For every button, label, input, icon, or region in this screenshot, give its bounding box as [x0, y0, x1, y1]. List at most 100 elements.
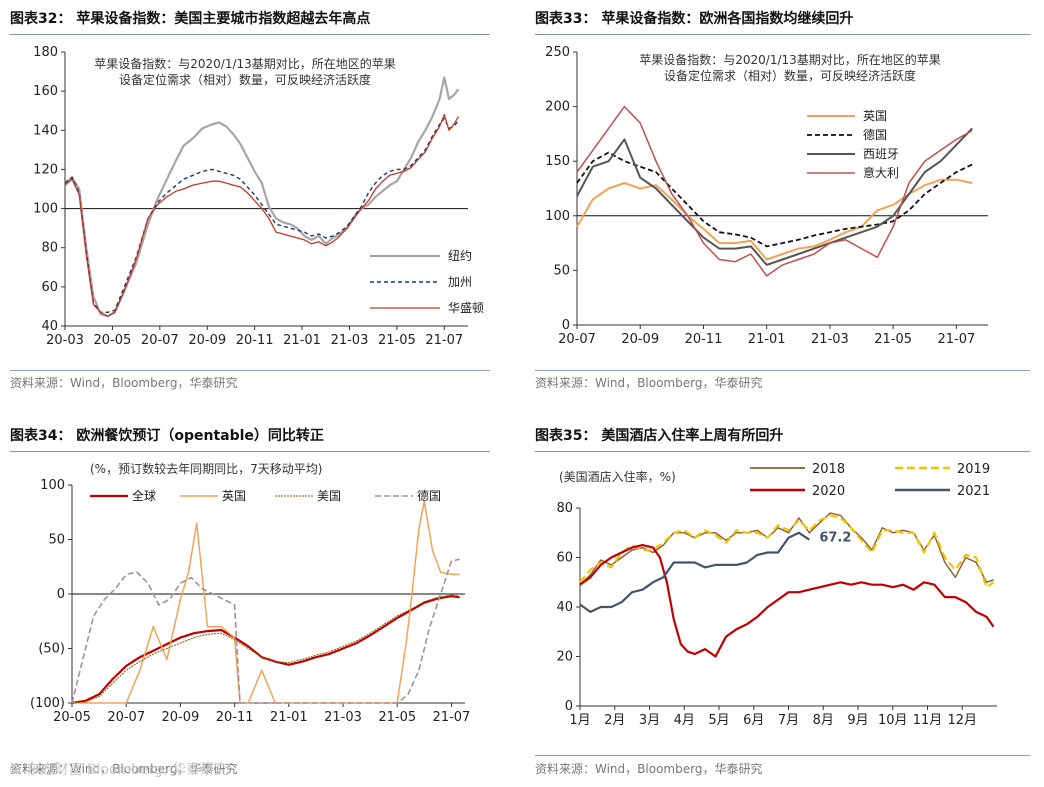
legend-label-意大利: 意大利: [863, 165, 899, 180]
y-tick-label: 120: [33, 162, 58, 177]
x-tick-label: 21-01: [748, 332, 786, 347]
legend-label-加州: 加州: [448, 275, 472, 289]
chart-note: 苹果设备指数：与2020/1/13基期对比，所在地区的苹果设备定位需求（相对）数…: [639, 52, 941, 83]
source-rule: [10, 370, 490, 371]
x-tick-label: 20-11: [685, 332, 723, 347]
series-line-华盛顿: [64, 113, 460, 317]
panel-us-hotel-occupancy: 图表35： 美国酒店入住率上周有所回升 0 20 40 60 80 1月 2月 3月 4月 5月 6…: [535, 425, 1030, 780]
x-tick-label: 5月: [708, 713, 729, 728]
chart-note: 苹果设备指数：与2020/1/13基期对比，所在地区的苹果设备定位需求（相对）数…: [94, 56, 396, 87]
y-tick-label: 60: [41, 280, 58, 295]
x-tick-label: 21-03: [324, 710, 362, 725]
x-tick-label: 7月: [778, 713, 799, 728]
legend-label-英国: 英国: [222, 489, 246, 503]
title-rule: [535, 451, 1030, 452]
x-tick-label: 20-09: [621, 332, 659, 347]
y-tick-label: 40: [556, 600, 573, 615]
y-tick-label: 40: [41, 319, 58, 334]
x-tick-label: 20-09: [162, 710, 200, 725]
x-tick-label: 11月: [913, 713, 943, 728]
x-tick-label: 21-07: [425, 333, 463, 348]
watermark: © 东方财富 Bloomberg, 华泰研究: [8, 762, 228, 778]
y-tick-label: 80: [41, 241, 58, 256]
chart-note: (%，预订数较去年同期同比，7天移动平均): [90, 461, 322, 476]
x-tick-label: 20-09: [188, 333, 226, 348]
chart-note: (美国酒店入住率，%): [559, 469, 676, 484]
panel-europe-opentable: 图表34： 欧洲餐饮预订（opentable）同比转正 (100) (50) 0 50…: [10, 425, 490, 780]
legend-label-华盛顿: 华盛顿: [448, 300, 484, 315]
title-rule: [535, 34, 1030, 35]
chart-us-hotel-occupancy: 0 20 40 60 80 1月 2月 3月 4月 5月 6月 7月 8月 9月 10月 11月 12月 (美国酒…: [556, 462, 997, 728]
x-tick-label: 20-07: [558, 332, 596, 347]
x-tick-label: 20-05: [94, 333, 132, 348]
legend-label-德国: 德国: [863, 127, 887, 142]
series-line-德国: [71, 558, 460, 704]
y-tick-label: 50: [553, 263, 570, 278]
y-tick-label: 180: [33, 45, 58, 60]
source-note: 资料来源：Wind，Bloomberg，华泰研究: [10, 376, 238, 390]
x-tick-label: 21-07: [433, 710, 471, 725]
series-line-加州: [64, 117, 460, 313]
series-line-纽约: [64, 76, 460, 318]
series-line-2019: [579, 514, 995, 589]
x-tick-label: 21-03: [331, 333, 369, 348]
panel-title: 图表33： 苹果设备指数：欧洲各国指数均继续回升: [535, 11, 854, 27]
y-tick-label: 140: [33, 123, 58, 138]
series-line-2020: [579, 543, 995, 658]
y-tick-label: 0: [562, 318, 570, 333]
legend-label-美国: 美国: [317, 489, 341, 503]
chart-us-apple-mobility: 40 60 80 100 120 140 160 180 20-03 20-05 20-07 20-0…: [33, 45, 484, 348]
series-line-2021: [579, 531, 810, 613]
x-tick-label: 2月: [604, 713, 625, 728]
series-line-意大利: [576, 105, 973, 277]
panel-title: 图表32： 苹果设备指数：美国主要城市指数超越去年高点: [10, 11, 371, 27]
source-note: 资料来源：Wind，Bloomberg，华泰研究: [535, 376, 763, 390]
x-tick-label: 3月: [639, 713, 660, 728]
source-note: 资料来源：Wind，Bloomberg，华泰研究: [535, 762, 763, 776]
y-tick-label: (100): [30, 696, 65, 711]
series-line-全球: [71, 595, 460, 705]
legend-label-纽约: 纽约: [448, 248, 472, 263]
x-tick-label: 20-03: [46, 333, 84, 348]
y-tick-label: 250: [545, 45, 570, 60]
x-tick-label: 12月: [947, 713, 977, 728]
chart-europe-apple-mobility: 0 50 100 150 200 250 20-07 20-09 20-11 21-01 21-03…: [545, 45, 988, 347]
x-tick-label: 8月: [813, 713, 834, 728]
x-tick-label: 21-01: [283, 333, 321, 348]
panel-title: 图表35： 美国酒店入住率上周有所回升: [535, 428, 784, 444]
legend-label-英国: 英国: [863, 109, 887, 123]
title-rule: [10, 451, 490, 452]
y-tick-label: 200: [545, 100, 570, 115]
y-tick-label: 100: [40, 478, 65, 493]
x-tick-label: 21-05: [874, 332, 912, 347]
x-tick-label: 20-07: [141, 333, 179, 348]
legend-label-2018: 2018: [812, 462, 845, 477]
chart-europe-opentable: (100) (50) 0 50 100 20-05 20-07 20-09 20-11 21-01…: [30, 461, 471, 725]
x-tick-label: 4月: [674, 713, 695, 728]
y-tick-label: 100: [33, 202, 58, 217]
source-note: 资料来源：Wind，Bloomberg，华泰研究: [10, 762, 238, 776]
x-tick-label: 9月: [847, 713, 868, 728]
legend-label-西班牙: 西班牙: [863, 147, 899, 161]
y-tick-label: 100: [545, 209, 570, 224]
series-line-美国: [71, 594, 460, 704]
x-tick-label: 20-07: [107, 710, 145, 725]
series-line-英国: [576, 178, 973, 261]
series-line-德国: [576, 151, 973, 248]
y-tick-label: 60: [556, 551, 573, 566]
legend-label-2020: 2020: [812, 484, 845, 499]
series-line-西班牙: [576, 127, 973, 266]
panel-title: 图表34： 欧洲餐饮预订（opentable）同比转正: [10, 428, 324, 444]
source-rule: [535, 370, 1030, 371]
y-tick-label: 0: [565, 699, 573, 714]
x-tick-label: 21-05: [378, 333, 416, 348]
title-rule: [10, 34, 490, 35]
y-tick-label: 150: [545, 154, 570, 169]
series-line-英国: [72, 500, 460, 704]
y-tick-label: 80: [556, 501, 573, 516]
y-tick-label: (50): [38, 642, 65, 657]
panel-europe-apple-mobility: 图表33： 苹果设备指数：欧洲各国指数均继续回升 0 50 100 150 200 250…: [535, 8, 1030, 393]
x-tick-label: 20-11: [216, 710, 254, 725]
legend-label-德国: 德国: [417, 488, 441, 503]
x-tick-label: 21-05: [378, 710, 416, 725]
